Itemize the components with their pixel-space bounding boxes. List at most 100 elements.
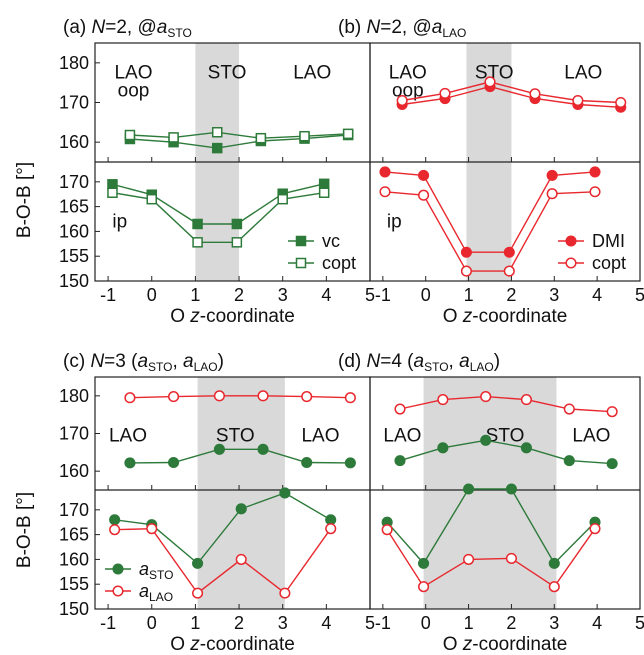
series-bottom-1 (107, 187, 330, 248)
x-tick-label: 3 (549, 613, 559, 633)
series-line (114, 492, 332, 565)
data-point (396, 94, 408, 107)
data-point (235, 553, 247, 565)
data-point (107, 187, 118, 198)
series-line (114, 527, 332, 595)
series-line (129, 131, 349, 139)
series-bottom-1 (381, 523, 601, 593)
y-tick-label: 155 (59, 246, 89, 266)
panel-c: (c) N=3 (aSTO, aLAO) -1 0 1 2 3 4 5 O z-coordina… (59, 351, 375, 655)
x-tick-label: 2 (234, 285, 244, 305)
region-label: STO (475, 63, 514, 84)
data-point (548, 581, 560, 593)
y-tick-label: 155 (59, 574, 89, 594)
region-label: LAO (293, 63, 331, 84)
legend-label: DMI (592, 231, 625, 251)
plot-frame (369, 376, 641, 610)
y-tick-label: 170 (59, 93, 89, 113)
x-tick-label: 5 (365, 613, 375, 633)
x-tick-label: 0 (421, 613, 431, 633)
data-point (124, 129, 136, 141)
data-point (418, 557, 430, 569)
data-point (277, 193, 288, 205)
series-line (401, 81, 621, 104)
data-point (192, 557, 204, 569)
legend-label: vc (322, 231, 340, 251)
series-line (402, 85, 621, 108)
series-line (384, 171, 596, 253)
series-bottom-0 (109, 487, 337, 569)
panel-d: (d) N=4 (aSTO, aLAO) -1 0 1 2 3 4 5 O z-coordina… (338, 351, 644, 655)
x-tick-label: 1 (190, 285, 200, 305)
data-point (565, 257, 577, 269)
y-tick-label: 170 (59, 172, 89, 192)
data-point (546, 188, 558, 200)
data-point (520, 394, 532, 406)
data-point (563, 403, 575, 415)
ip-label: ip (387, 211, 402, 232)
series-top-1 (394, 391, 618, 418)
data-point (192, 587, 204, 599)
data-point (589, 523, 601, 535)
data-point (255, 132, 267, 144)
panel-title: (d) N=4 (aSTO, aLAO) (338, 351, 500, 374)
data-point (213, 443, 225, 455)
series-top-1 (124, 390, 356, 404)
series-line (129, 395, 351, 399)
y-tick-label: 180 (59, 53, 89, 73)
data-point (124, 457, 136, 469)
data-point (463, 483, 475, 495)
data-point (146, 523, 158, 535)
data-point (112, 563, 124, 575)
panel-a: (a) N=2, @aSTO -1 0 1 2 3 4 5 O z-coordinate 160 1… (59, 17, 375, 327)
x-tick-label: 4 (592, 285, 602, 305)
series-line (386, 528, 596, 588)
data-point (418, 169, 430, 181)
data-point (437, 394, 449, 406)
series-line (112, 192, 325, 244)
x-tick-label: 1 (190, 613, 200, 633)
data-point (437, 442, 449, 454)
ip-label: ip (112, 211, 127, 232)
data-point (279, 487, 291, 499)
x-tick-label: 3 (278, 613, 288, 633)
data-point (231, 218, 243, 230)
series-line (399, 439, 613, 465)
data-point (505, 552, 517, 564)
data-point (325, 523, 337, 535)
x-tick-label: 2 (234, 613, 244, 633)
series-bottom-0 (379, 166, 601, 258)
data-point (394, 455, 406, 467)
data-point (257, 443, 269, 455)
data-point (480, 434, 492, 446)
region-label: STO (486, 425, 525, 446)
x-tick-label: 2 (506, 613, 516, 633)
x-tick-label: 3 (278, 285, 288, 305)
data-point (211, 127, 223, 138)
region-label: LAO (572, 425, 610, 446)
series-top-0 (394, 434, 618, 470)
data-point (565, 235, 577, 247)
data-point (418, 189, 430, 201)
region-label: STO (216, 425, 255, 446)
data-point (572, 94, 584, 107)
data-point (563, 455, 575, 467)
y-axis-label-bottom: B-O-B [°] (14, 492, 35, 568)
panel-b: (b) N=2, @aLAO -1 0 1 2 3 4 5 O z-coordinate LAO S… (338, 17, 644, 327)
data-point (192, 218, 203, 230)
legend-label: copt (592, 253, 626, 273)
x-axis-label: O z-coordinate (443, 306, 568, 327)
x-tick-label: 1 (464, 613, 474, 633)
x-tick-label: 1 (464, 285, 474, 305)
region-label: LAO (564, 63, 602, 84)
x-tick-label: 2 (506, 285, 516, 305)
x-axis-label: O z-coordinate (170, 306, 295, 327)
series-top-0 (124, 443, 356, 469)
data-point (192, 237, 203, 248)
data-point (484, 76, 496, 88)
x-tick-label: 4 (592, 613, 602, 633)
series-line (129, 448, 351, 464)
data-point (301, 391, 313, 403)
data-point (460, 265, 472, 277)
